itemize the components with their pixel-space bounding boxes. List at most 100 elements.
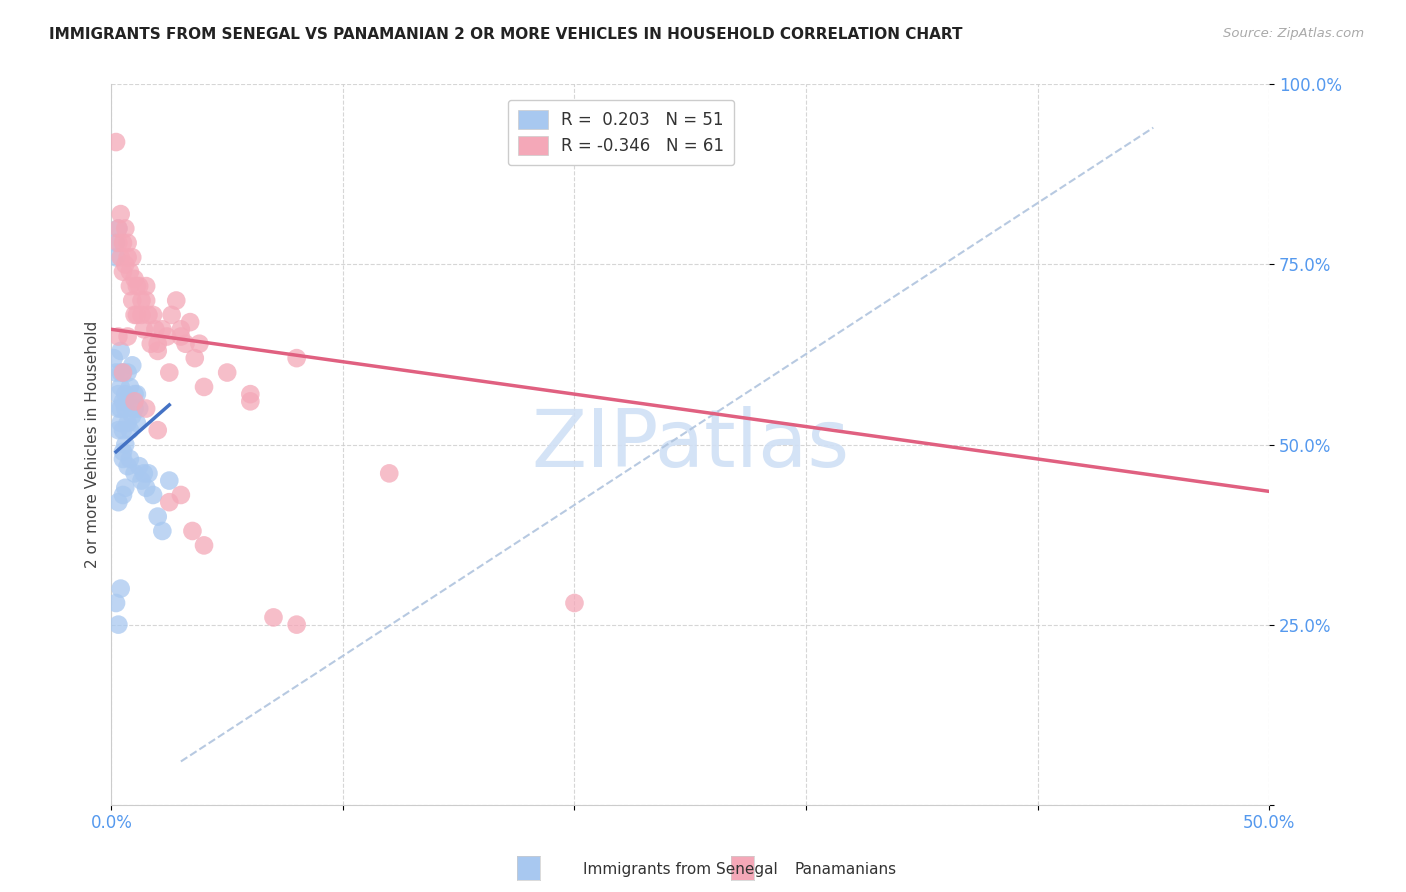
Point: [105, 235, 128, 250]
Point: [170, 488, 193, 502]
Point: [135, 293, 157, 308]
Point: [105, 366, 128, 380]
Point: [107, 495, 129, 509]
Point: [114, 401, 136, 416]
Point: [193, 538, 215, 552]
Point: [165, 293, 187, 308]
Point: [118, 423, 141, 437]
Point: [138, 308, 160, 322]
Text: IMMIGRANTS FROM SENEGAL VS PANAMANIAN 2 OR MORE VEHICLES IN HOUSEHOLD CORRELATIO: IMMIGRANTS FROM SENEGAL VS PANAMANIAN 2 …: [49, 27, 963, 42]
Point: [105, 135, 128, 149]
Point: [285, 617, 308, 632]
Text: ZIPatlas: ZIPatlas: [531, 406, 849, 483]
Point: [110, 401, 132, 416]
Point: [111, 235, 134, 250]
Point: [285, 351, 308, 365]
Point: [111, 366, 134, 380]
Point: [124, 467, 146, 481]
Point: [110, 343, 132, 358]
Point: [124, 308, 146, 322]
Point: [125, 416, 148, 430]
Text: Panamanians: Panamanians: [794, 863, 897, 877]
Point: [263, 610, 285, 624]
Point: [114, 221, 136, 235]
Point: [170, 329, 193, 343]
Point: [105, 596, 128, 610]
Point: [138, 467, 160, 481]
Point: [146, 423, 169, 437]
Point: [110, 380, 132, 394]
Point: [107, 401, 129, 416]
Point: [131, 308, 153, 322]
Point: [150, 524, 173, 538]
Point: [125, 387, 148, 401]
Point: [378, 467, 401, 481]
Text: Immigrants from Senegal: Immigrants from Senegal: [583, 863, 779, 877]
Point: [124, 394, 146, 409]
Point: [179, 315, 201, 329]
Point: [150, 322, 173, 336]
Point: [128, 459, 150, 474]
Point: [174, 336, 197, 351]
Point: [135, 401, 157, 416]
Point: [160, 308, 183, 322]
Point: [107, 221, 129, 235]
Point: [131, 293, 153, 308]
Legend: R =  0.203   N = 51, R = -0.346   N = 61: R = 0.203 N = 51, R = -0.346 N = 61: [508, 100, 734, 165]
Point: [157, 474, 180, 488]
Point: [139, 336, 162, 351]
Point: [239, 387, 262, 401]
Point: [114, 437, 136, 451]
Point: [118, 452, 141, 467]
Point: [118, 380, 141, 394]
Point: [111, 394, 134, 409]
Point: [239, 394, 262, 409]
Point: [110, 416, 132, 430]
Point: [135, 481, 157, 495]
Point: [128, 279, 150, 293]
Point: [118, 279, 141, 293]
Point: [114, 258, 136, 272]
Point: [111, 444, 134, 458]
Point: [145, 322, 167, 336]
Point: [564, 596, 586, 610]
Point: [114, 481, 136, 495]
Point: [110, 207, 132, 221]
Point: [217, 366, 239, 380]
Point: [111, 265, 134, 279]
Point: [188, 336, 211, 351]
Point: [125, 279, 148, 293]
Point: [105, 250, 128, 264]
Point: [107, 423, 129, 437]
Point: [117, 394, 139, 409]
Point: [157, 495, 180, 509]
Point: [117, 459, 139, 474]
Point: [124, 272, 146, 286]
Point: [110, 582, 132, 596]
Point: [107, 617, 129, 632]
Y-axis label: 2 or more Vehicles in Household: 2 or more Vehicles in Household: [86, 321, 100, 568]
Point: [114, 387, 136, 401]
Point: [170, 322, 193, 336]
Point: [111, 423, 134, 437]
Point: [110, 366, 132, 380]
Point: [107, 235, 129, 250]
Point: [117, 250, 139, 264]
Point: [111, 366, 134, 380]
Point: [184, 351, 207, 365]
Point: [146, 509, 169, 524]
Point: [107, 387, 129, 401]
Point: [124, 401, 146, 416]
Point: [128, 401, 150, 416]
Point: [121, 250, 143, 264]
Point: [132, 322, 155, 336]
Point: [117, 329, 139, 343]
Point: [118, 265, 141, 279]
Point: [193, 380, 215, 394]
Text: Source: ZipAtlas.com: Source: ZipAtlas.com: [1223, 27, 1364, 40]
Point: [110, 250, 132, 264]
Point: [157, 366, 180, 380]
Point: [111, 452, 134, 467]
Point: [124, 387, 146, 401]
Point: [132, 467, 155, 481]
